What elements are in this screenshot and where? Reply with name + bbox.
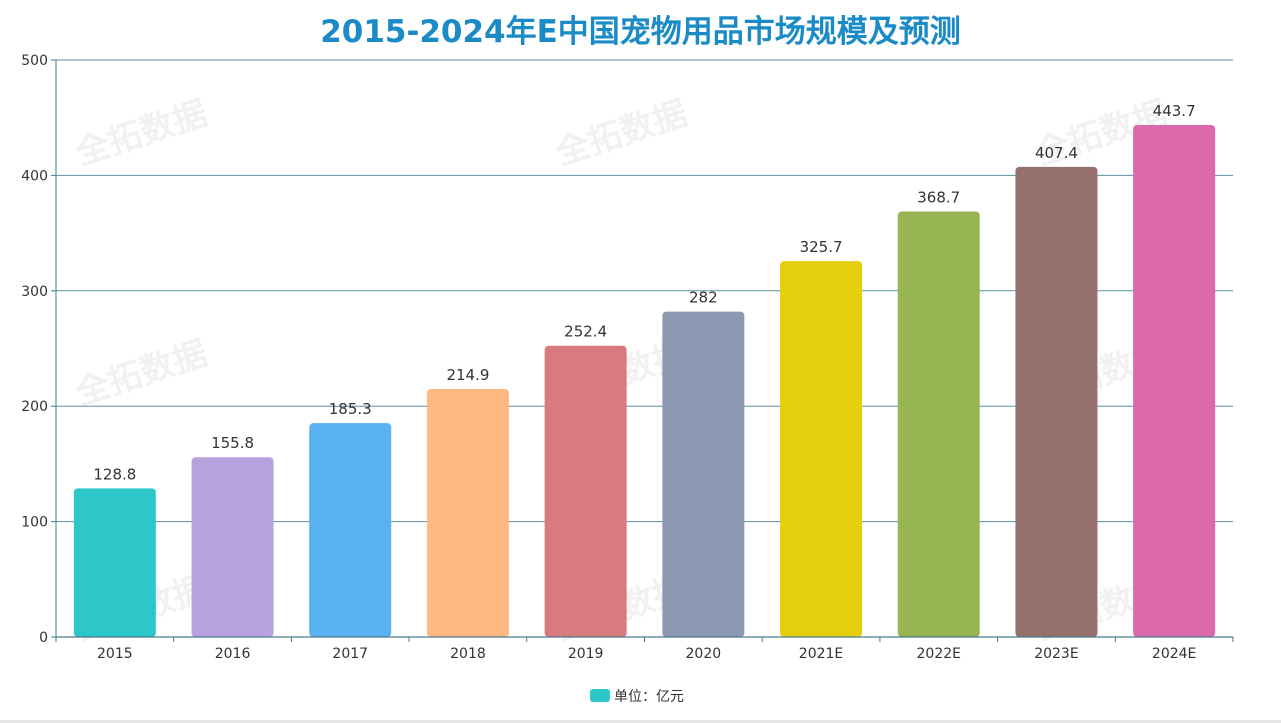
x-tick-label: 2023E bbox=[1034, 646, 1078, 662]
y-tick-label: 300 bbox=[21, 284, 48, 300]
bar[interactable] bbox=[780, 261, 863, 637]
bar-data-label: 185.3 bbox=[329, 400, 372, 418]
y-axis: 0 100 200 300 400 500 bbox=[21, 53, 57, 646]
y-tick-label: 500 bbox=[21, 53, 48, 69]
bar-data-label: 252.4 bbox=[564, 323, 607, 341]
y-tick-label: 400 bbox=[21, 168, 48, 184]
watermark-text: 全拓数据 bbox=[549, 93, 692, 173]
bar[interactable] bbox=[1015, 166, 1098, 637]
x-tick-label: 2021E bbox=[799, 646, 843, 662]
x-tick-label: 2018 bbox=[450, 646, 486, 662]
chart-title: 2015-2024年E中国宠物用品市场规模及预测 bbox=[320, 14, 961, 50]
x-axis: 2015 2016 2017 2018 2019 2020 2021E 2022E 2023E 2… bbox=[55, 636, 1234, 662]
bar[interactable] bbox=[1133, 124, 1216, 637]
bar-data-label: 214.9 bbox=[446, 366, 489, 384]
x-tick-label: 2017 bbox=[332, 646, 368, 662]
bar-data-label: 443.7 bbox=[1153, 102, 1196, 120]
legend[interactable]: 单位：亿元 bbox=[590, 689, 684, 705]
bar[interactable] bbox=[426, 389, 509, 637]
bottom-divider bbox=[0, 720, 1281, 723]
watermark-text: 全拓数据 bbox=[69, 333, 212, 413]
bar-data-label: 282 bbox=[689, 289, 718, 307]
bar[interactable] bbox=[191, 457, 274, 637]
x-tick-label: 2019 bbox=[568, 646, 604, 662]
bar[interactable] bbox=[662, 311, 745, 637]
x-tick-label: 2024E bbox=[1152, 646, 1196, 662]
y-tick-label: 0 bbox=[39, 630, 48, 646]
bar[interactable] bbox=[309, 423, 392, 637]
bar[interactable] bbox=[544, 345, 627, 637]
watermark-text: 全拓数据 bbox=[69, 93, 212, 173]
bars: 128.8 155.8 185.3 214.9 252.4 282 325.7 368.7 40… bbox=[73, 102, 1216, 637]
bar[interactable] bbox=[73, 488, 156, 637]
legend-swatch[interactable] bbox=[590, 689, 610, 702]
legend-label[interactable]: 单位：亿元 bbox=[614, 689, 684, 705]
bar-data-label: 128.8 bbox=[93, 465, 136, 483]
x-tick-label: 2020 bbox=[686, 646, 722, 662]
bar-data-label: 155.8 bbox=[211, 434, 254, 452]
y-tick-label: 200 bbox=[21, 399, 48, 415]
bar[interactable] bbox=[897, 211, 980, 637]
y-tick-label: 100 bbox=[21, 515, 48, 531]
bar-data-label: 325.7 bbox=[800, 238, 843, 256]
bar-data-label: 407.4 bbox=[1035, 144, 1078, 162]
x-tick-label: 2022E bbox=[917, 646, 961, 662]
x-tick-label: 2016 bbox=[215, 646, 251, 662]
bar-data-label: 368.7 bbox=[917, 189, 960, 207]
x-tick-label: 2015 bbox=[97, 646, 133, 662]
